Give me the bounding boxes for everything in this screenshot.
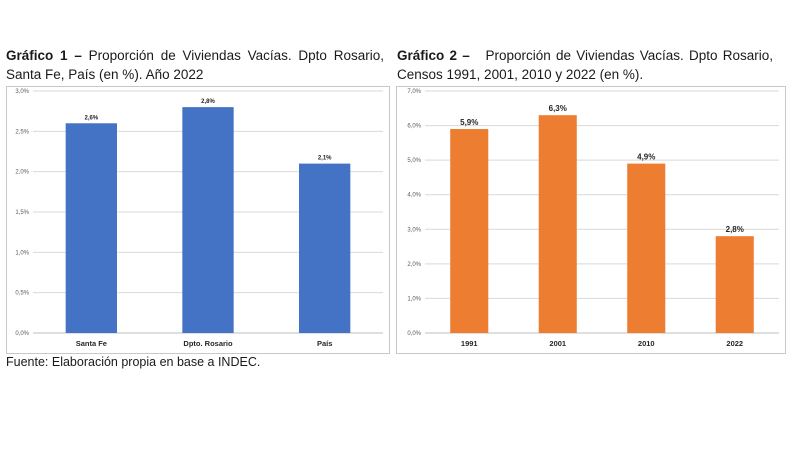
chart1-category-label: Santa Fe xyxy=(76,339,107,348)
source-note: Fuente: Elaboración propia en base a IND… xyxy=(6,355,261,369)
chart1-category-label: País xyxy=(317,339,332,348)
chart2-title: Gráfico 2 – Proporción de Viviendas Vací… xyxy=(397,46,773,84)
chart1-ytick-label: 0,0% xyxy=(15,331,29,337)
chart1-ytick-label: 2,0% xyxy=(15,170,29,176)
chart2-category-label: 2001 xyxy=(549,339,566,348)
chart2-panel: 0,0% 1,0% 2,0% 3,0% 4,0% 5,0% 6,0% 7,0% 5,9% 1991… xyxy=(396,86,786,354)
chart2-ytick-label: 2,0% xyxy=(407,262,421,268)
chart1-bar-0 xyxy=(65,123,117,333)
chart2-data-label: 5,9% xyxy=(460,118,478,127)
chart1-data-label: 2,6% xyxy=(84,115,98,121)
chart1-ytick-label: 1,0% xyxy=(15,250,29,256)
chart2-ytick-label: 5,0% xyxy=(407,158,421,164)
chart2-data-label: 6,3% xyxy=(549,104,567,113)
chart2-category-label: 2010 xyxy=(638,339,655,348)
chart2-data-label: 2,8% xyxy=(726,225,744,234)
chart2-bar-1 xyxy=(538,115,577,333)
chart2-title-bold: Gráfico 2 – xyxy=(397,48,470,63)
chart2-plot: 0,0% 1,0% 2,0% 3,0% 4,0% 5,0% 6,0% 7,0% 5,9% 1991… xyxy=(407,89,779,348)
chart2-ytick-label: 1,0% xyxy=(407,296,421,302)
chart1-data-label: 2,8% xyxy=(201,99,215,105)
chart2-bar-2 xyxy=(627,163,666,333)
chart1-bar-2 xyxy=(299,163,351,333)
chart1-panel: 0,0% 0,5% 1,0% 1,5% 2,0% 2,5% 3,0% 2,6% Santa Fe… xyxy=(6,86,390,354)
chart2-ytick-label: 4,0% xyxy=(407,193,421,199)
chart1-bar-1 xyxy=(182,107,234,333)
chart2-data-label: 4,9% xyxy=(637,153,655,162)
chart2-ytick-label: 6,0% xyxy=(407,124,421,130)
chart2-category-label: 1991 xyxy=(461,339,478,348)
chart1-title-rest: Proporción de Viviendas Vacías. Dpto Ros… xyxy=(6,48,384,82)
chart2-bar-0 xyxy=(450,129,489,333)
chart1-title-bold: Gráfico 1 – xyxy=(6,48,82,63)
chart1-title: Gráfico 1 – Proporción de Viviendas Vací… xyxy=(6,46,384,84)
chart2-category-label: 2022 xyxy=(726,339,743,348)
chart1-category-label: Dpto. Rosario xyxy=(183,339,233,348)
chart2-ytick-label: 3,0% xyxy=(407,227,421,233)
chart2-ytick-label: 0,0% xyxy=(407,331,421,337)
chart2-ytick-label: 7,0% xyxy=(407,89,421,95)
chart1-data-label: 2,1% xyxy=(318,156,332,162)
chart1-ytick-label: 2,5% xyxy=(15,129,29,135)
chart1-plot: 0,0% 0,5% 1,0% 1,5% 2,0% 2,5% 3,0% 2,6% Santa Fe… xyxy=(15,89,383,348)
chart1-ytick-label: 3,0% xyxy=(15,89,29,95)
chart2-bar-3 xyxy=(715,236,754,333)
chart2-title-rest: Proporción de Viviendas Vacías. Dpto Ros… xyxy=(397,48,777,82)
chart1-ytick-label: 1,5% xyxy=(15,210,29,216)
chart1-ytick-label: 0,5% xyxy=(15,291,29,297)
